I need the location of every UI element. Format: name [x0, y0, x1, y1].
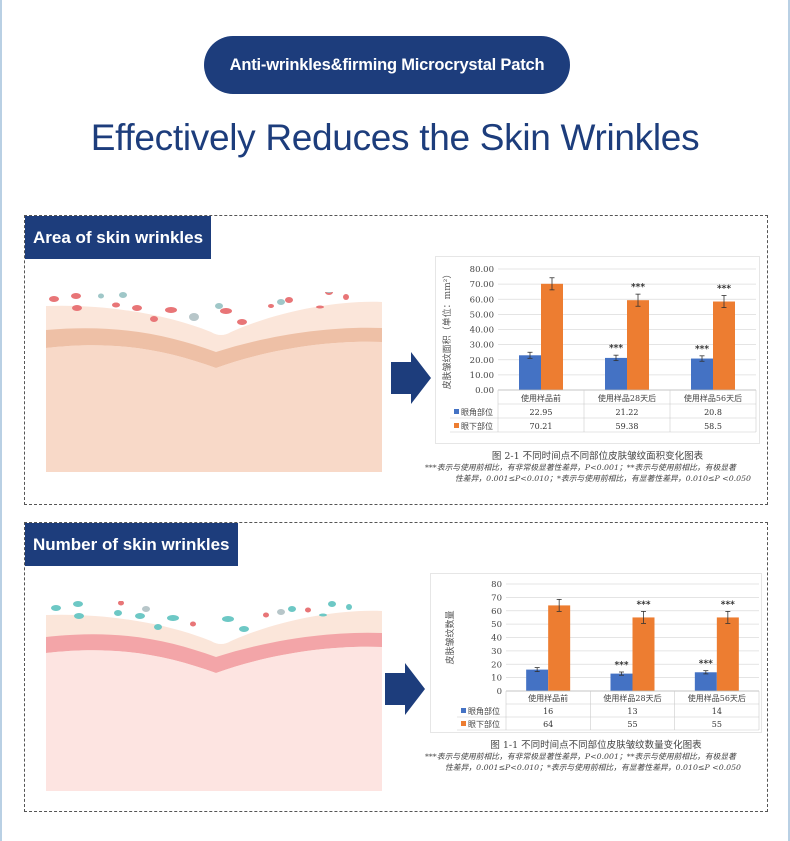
bar-orange: [632, 617, 655, 691]
panel-number-of-wrinkles: Number of skin wrinkles 皮肤皱纹数量 0 10 20 30 40 5…: [24, 522, 768, 812]
right-border-rule: [788, 0, 790, 841]
legend-square-icon: [454, 409, 459, 414]
bar-blue: [694, 672, 717, 691]
table-value: 55: [627, 720, 637, 729]
y-tick-label: 40.00: [470, 326, 494, 336]
chart-wrinkle-area: 皮肤皱纹面积（单位：mm²） 0.00 10.00 20.00 30.00 40.00 50…: [435, 256, 760, 444]
bar-blue: [519, 355, 541, 390]
bar-orange: [716, 617, 739, 691]
skin-deep-layer: [46, 341, 382, 472]
table-value: 14: [712, 707, 722, 716]
bar-blue: [526, 669, 549, 691]
table-value: 13: [627, 707, 637, 716]
bar-blue: [605, 357, 627, 390]
product-badge: Anti-wrinkles&firming Microcrystal Patch: [204, 36, 570, 94]
skin-deep-layer: [46, 646, 382, 791]
y-tick-label: 60: [491, 607, 502, 617]
y-tick-label: 0: [497, 687, 502, 697]
y-tick-label: 70.00: [470, 280, 494, 290]
arrow-right-icon: [391, 352, 431, 404]
table-value: 22.95: [530, 408, 553, 417]
y-tick-label: 80: [491, 580, 502, 590]
bar-orange: [713, 301, 735, 390]
x-tick-label: 使用样品28天后: [598, 393, 656, 403]
y-tick-label: 30: [491, 647, 502, 657]
significance-mark: ***: [721, 600, 735, 610]
legend-label: 眼角部位: [461, 407, 493, 417]
bar-orange: [541, 283, 563, 390]
panel-area-of-wrinkles: Area of skin wrinkles 皮肤皱纹面积（单位：mm²） 0.00…: [24, 215, 768, 505]
y-tick-label: 80.00: [470, 265, 494, 275]
chart-caption: 图 1-1 不同时间点不同部位皮肤皱纹数量变化图表: [490, 740, 702, 751]
y-tick-label: 70: [491, 593, 502, 603]
legend-square-icon: [461, 721, 466, 726]
x-tick-label: 使用样品28天后: [603, 693, 661, 703]
y-tick-label: 30.00: [470, 341, 494, 351]
panel-label: Number of skin wrinkles: [25, 523, 238, 566]
chart-caption: 图 2-1 不同时间点不同部位皮肤皱纹面积变化图表: [491, 451, 704, 462]
table-value: 55: [712, 720, 722, 729]
skin-dermis-band: [46, 632, 382, 673]
significance-mark: ***: [631, 283, 645, 293]
bar-blue: [610, 673, 633, 691]
y-tick-label: 20.00: [470, 356, 494, 366]
legend-label: 眼下部位: [461, 421, 493, 431]
arrow-right-icon: [385, 663, 425, 715]
y-tick-label: 50: [491, 620, 502, 630]
y-axis-title: 皮肤皱纹数量: [444, 610, 456, 664]
note-line-2: 性差异，0.001≤P<0.010；*表示与使用前相比，有显著性差异，0.010…: [445, 763, 742, 773]
y-tick-label: 40: [491, 634, 502, 644]
legend-square-icon: [454, 423, 459, 428]
bar-orange: [627, 300, 649, 390]
significance-mark: ***: [717, 284, 731, 294]
y-tick-label: 20: [491, 660, 502, 670]
x-tick-label: 使用样品56天后: [684, 393, 742, 403]
skin-particles: [98, 292, 332, 321]
table-value: 59.38: [616, 422, 639, 431]
x-tick-label: 使用样品56天后: [688, 693, 746, 703]
significance-mark: ***: [699, 660, 713, 670]
table-value: 70.21: [530, 422, 553, 431]
left-border-rule: [0, 0, 2, 841]
significance-note: ***表示与使用前相比，有非常极显著性差异，P<0.001；**表示与使用前相比…: [425, 462, 770, 485]
significance-mark: ***: [695, 345, 709, 355]
significance-mark: ***: [609, 344, 623, 354]
note-line-1: ***表示与使用前相比，有非常极显著性差异，P<0.001；**表示与使用前相比…: [425, 752, 736, 761]
significance-mark: ***: [614, 661, 628, 671]
y-tick-label: 10.00: [470, 371, 494, 381]
significance-note: ***表示与使用前相比，有非常极显著性差异，P<0.001；**表示与使用前相比…: [425, 751, 770, 774]
y-tick-label: 10: [491, 674, 502, 684]
note-line-2: 性差异，0.001≤P<0.010；*表示与使用前相比，有显著性差异，0.010…: [455, 474, 752, 484]
table-value: 16: [543, 707, 553, 716]
y-tick-label: 50.00: [470, 310, 494, 320]
x-tick-label: 使用样品前: [528, 693, 568, 703]
x-tick-label: 使用样品前: [521, 393, 561, 403]
table-value: 20.8: [704, 408, 722, 417]
legend-label: 眼下部位: [468, 719, 500, 729]
legend-square-icon: [461, 708, 466, 713]
significance-mark: ***: [636, 600, 650, 610]
page-title: Effectively Reduces the Skin Wrinkles: [90, 117, 700, 158]
table-value: 58.5: [704, 422, 722, 431]
y-tick-label: 0.00: [475, 386, 494, 396]
skin-cells: [51, 601, 352, 632]
skin-dermis-band: [46, 327, 382, 368]
table-value: 21.22: [616, 408, 639, 417]
y-axis-title: 皮肤皱纹面积（单位：mm²）: [441, 270, 453, 390]
panel-label: Area of skin wrinkles: [25, 216, 212, 259]
bar-blue: [691, 358, 713, 390]
skin-illustration-area: [46, 292, 382, 472]
skin-cells: [49, 292, 349, 325]
chart-wrinkle-number: 皮肤皱纹数量 0 10 20 30 40 50 60 70 80 *** *** *** *** 使用样品前…: [430, 573, 762, 733]
note-line-1: ***表示与使用前相比，有非常极显著性差异，P<0.001；**表示与使用前相比…: [425, 463, 736, 472]
legend-label: 眼角部位: [468, 706, 500, 716]
skin-particles: [118, 601, 311, 627]
skin-illustration-number: [46, 601, 382, 791]
table-value: 64: [543, 720, 553, 729]
y-tick-label: 60.00: [470, 295, 494, 305]
bar-orange: [548, 605, 571, 691]
